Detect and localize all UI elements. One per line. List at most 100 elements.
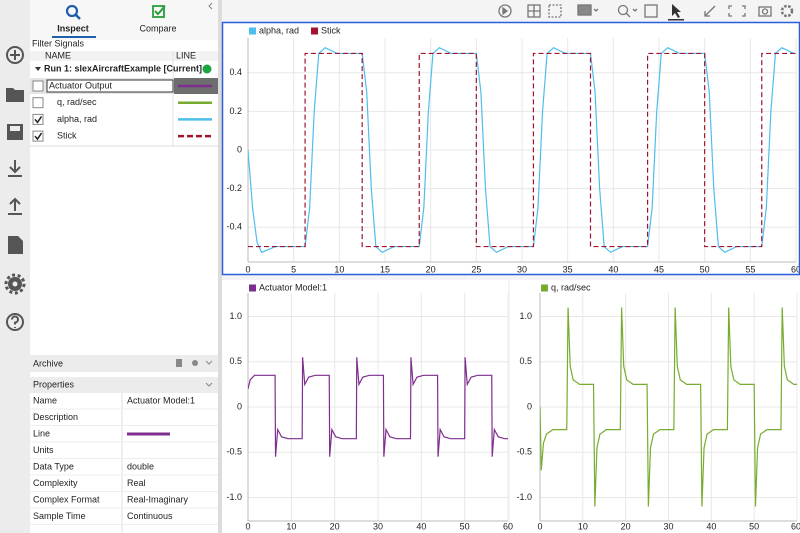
signal-name[interactable]: Stick — [57, 130, 77, 140]
plot-toolbar-part[interactable] — [758, 6, 772, 17]
inspect-icon-part[interactable] — [75, 14, 81, 20]
export-icon[interactable] — [8, 197, 22, 215]
expand-arrow[interactable] — [35, 67, 41, 71]
archive-header[interactable] — [30, 355, 218, 372]
archive-icons-part[interactable] — [205, 360, 213, 365]
name-editor[interactable] — [46, 79, 174, 93]
x-tick-label: 25 — [471, 264, 481, 274]
checkbox[interactable] — [32, 113, 44, 125]
splitter[interactable] — [218, 0, 222, 533]
x-tick-label: 0 — [537, 521, 542, 531]
checkbox[interactable] — [32, 130, 44, 142]
plot-toolbar-part[interactable] — [528, 5, 540, 17]
plot: 0 10 20 30 40 50 60 -1.0 -0.5 0 0.5 1.0 Actuator Mod… — [226, 282, 513, 531]
settings-icon-part[interactable] — [4, 273, 26, 295]
new-icon[interactable] — [6, 46, 24, 64]
tab-label[interactable]: Compare — [139, 23, 176, 33]
y-tick-label: -1.0 — [516, 492, 532, 502]
checkmark — [34, 132, 43, 141]
archive-title[interactable]: Archive — [33, 358, 63, 368]
series-line — [248, 52, 796, 248]
plot-toolbar-part[interactable] — [632, 8, 638, 12]
collapse-icon[interactable] — [208, 2, 213, 10]
plot-toolbar-part[interactable] — [502, 6, 509, 16]
plot: 0 5 10 15 20 25 30 35 40 45 50 55 60 -0.4 -0.2 0 0.2 0.4 a… — [226, 25, 800, 274]
import-icon[interactable] — [8, 160, 22, 177]
legend-label[interactable]: alpha, rad — [259, 25, 299, 35]
compare-icon-part[interactable] — [152, 5, 165, 18]
save-icon-part[interactable] — [10, 126, 20, 131]
inspect-icon[interactable] — [65, 4, 81, 20]
plot-toolbar-part[interactable] — [704, 5, 716, 17]
report-icon[interactable] — [8, 236, 23, 254]
signal-name[interactable]: alpha, rad — [57, 114, 97, 124]
open-icon[interactable] — [6, 88, 24, 102]
x-tick-label: 0 — [245, 264, 250, 274]
legend-label[interactable]: q, rad/sec — [551, 282, 591, 292]
new-icon-part[interactable] — [6, 46, 24, 64]
plot-toolbar-part[interactable] — [644, 4, 658, 18]
series-line — [248, 46, 796, 254]
legend-swatch[interactable] — [541, 284, 548, 292]
plot-toolbar-part[interactable] — [761, 8, 769, 15]
property-label: Description — [33, 412, 78, 422]
compare-icon-part[interactable] — [154, 5, 166, 16]
x-tick-label: 45 — [654, 264, 664, 274]
property-label: Complex Format — [33, 494, 100, 504]
open-icon-part[interactable] — [6, 88, 24, 102]
settings-icon-part[interactable] — [12, 281, 18, 287]
legend-swatch[interactable] — [249, 284, 256, 292]
x-tick-label: 10 — [578, 521, 588, 531]
x-tick-label: 30 — [663, 521, 673, 531]
property-label: Data Type — [33, 461, 74, 471]
legend-swatch[interactable] — [311, 27, 319, 35]
properties-title[interactable]: Properties — [33, 379, 75, 389]
checkbox[interactable] — [32, 80, 44, 92]
tab-label[interactable]: Inspect — [57, 23, 89, 33]
settings-icon[interactable] — [4, 273, 26, 295]
properties-chevron[interactable] — [205, 382, 213, 387]
archive-icons[interactable] — [176, 359, 213, 367]
plot-toolbar-part[interactable] — [593, 8, 599, 12]
properties-header[interactable] — [30, 377, 218, 393]
filter-signals[interactable]: Filter Signals — [32, 38, 85, 48]
legend-label[interactable]: Stick — [321, 25, 341, 35]
plot-toolbar-part[interactable] — [577, 4, 592, 16]
y-tick-label: 0.4 — [229, 67, 242, 77]
x-tick-label: 20 — [426, 264, 436, 274]
legend-swatch[interactable] — [249, 27, 256, 35]
plot-toolbar-part[interactable] — [728, 5, 746, 17]
help-icon-part[interactable] — [6, 313, 24, 331]
legend-label[interactable]: Actuator Model:1 — [259, 282, 327, 292]
plot-toolbar[interactable] — [498, 4, 794, 21]
export-icon-part[interactable] — [8, 197, 22, 215]
report-icon-part[interactable] — [8, 236, 23, 254]
plot-toolbar-part[interactable] — [617, 4, 629, 16]
plot-toolbar-part[interactable] — [548, 4, 562, 18]
plot-toolbar-part[interactable] — [625, 12, 631, 18]
tab-bar — [30, 0, 218, 40]
signal-name[interactable]: q, rad/sec — [57, 97, 97, 107]
property-label: Units — [33, 445, 54, 455]
plot-toolbar-part[interactable] — [668, 19, 684, 21]
new-icon-part[interactable] — [10, 50, 20, 60]
help-icon[interactable] — [6, 313, 24, 331]
plot-toolbar-part[interactable] — [672, 4, 681, 18]
column-label: NAME — [45, 50, 71, 60]
import-icon-part[interactable] — [8, 160, 22, 177]
plot-toolbar-part[interactable] — [780, 4, 794, 18]
compare-icon[interactable] — [152, 5, 166, 18]
help-icon-part[interactable] — [11, 315, 19, 329]
archive-icons-part[interactable] — [176, 359, 182, 367]
save-icon[interactable] — [7, 124, 23, 140]
archive-icons-part[interactable] — [192, 360, 198, 366]
x-tick-label: 55 — [745, 264, 755, 274]
plot-frame[interactable] — [222, 22, 800, 275]
run-label[interactable]: Run 1: slexAircraftExample [Current] — [44, 63, 202, 73]
x-tick-label: 50 — [460, 521, 470, 531]
inspect-icon-part[interactable] — [65, 4, 79, 18]
signal-name[interactable]: Actuator Output — [49, 80, 113, 90]
checkbox[interactable] — [32, 97, 44, 109]
plot-toolbar-part[interactable] — [498, 4, 512, 18]
y-tick-label: -0.5 — [516, 447, 532, 457]
